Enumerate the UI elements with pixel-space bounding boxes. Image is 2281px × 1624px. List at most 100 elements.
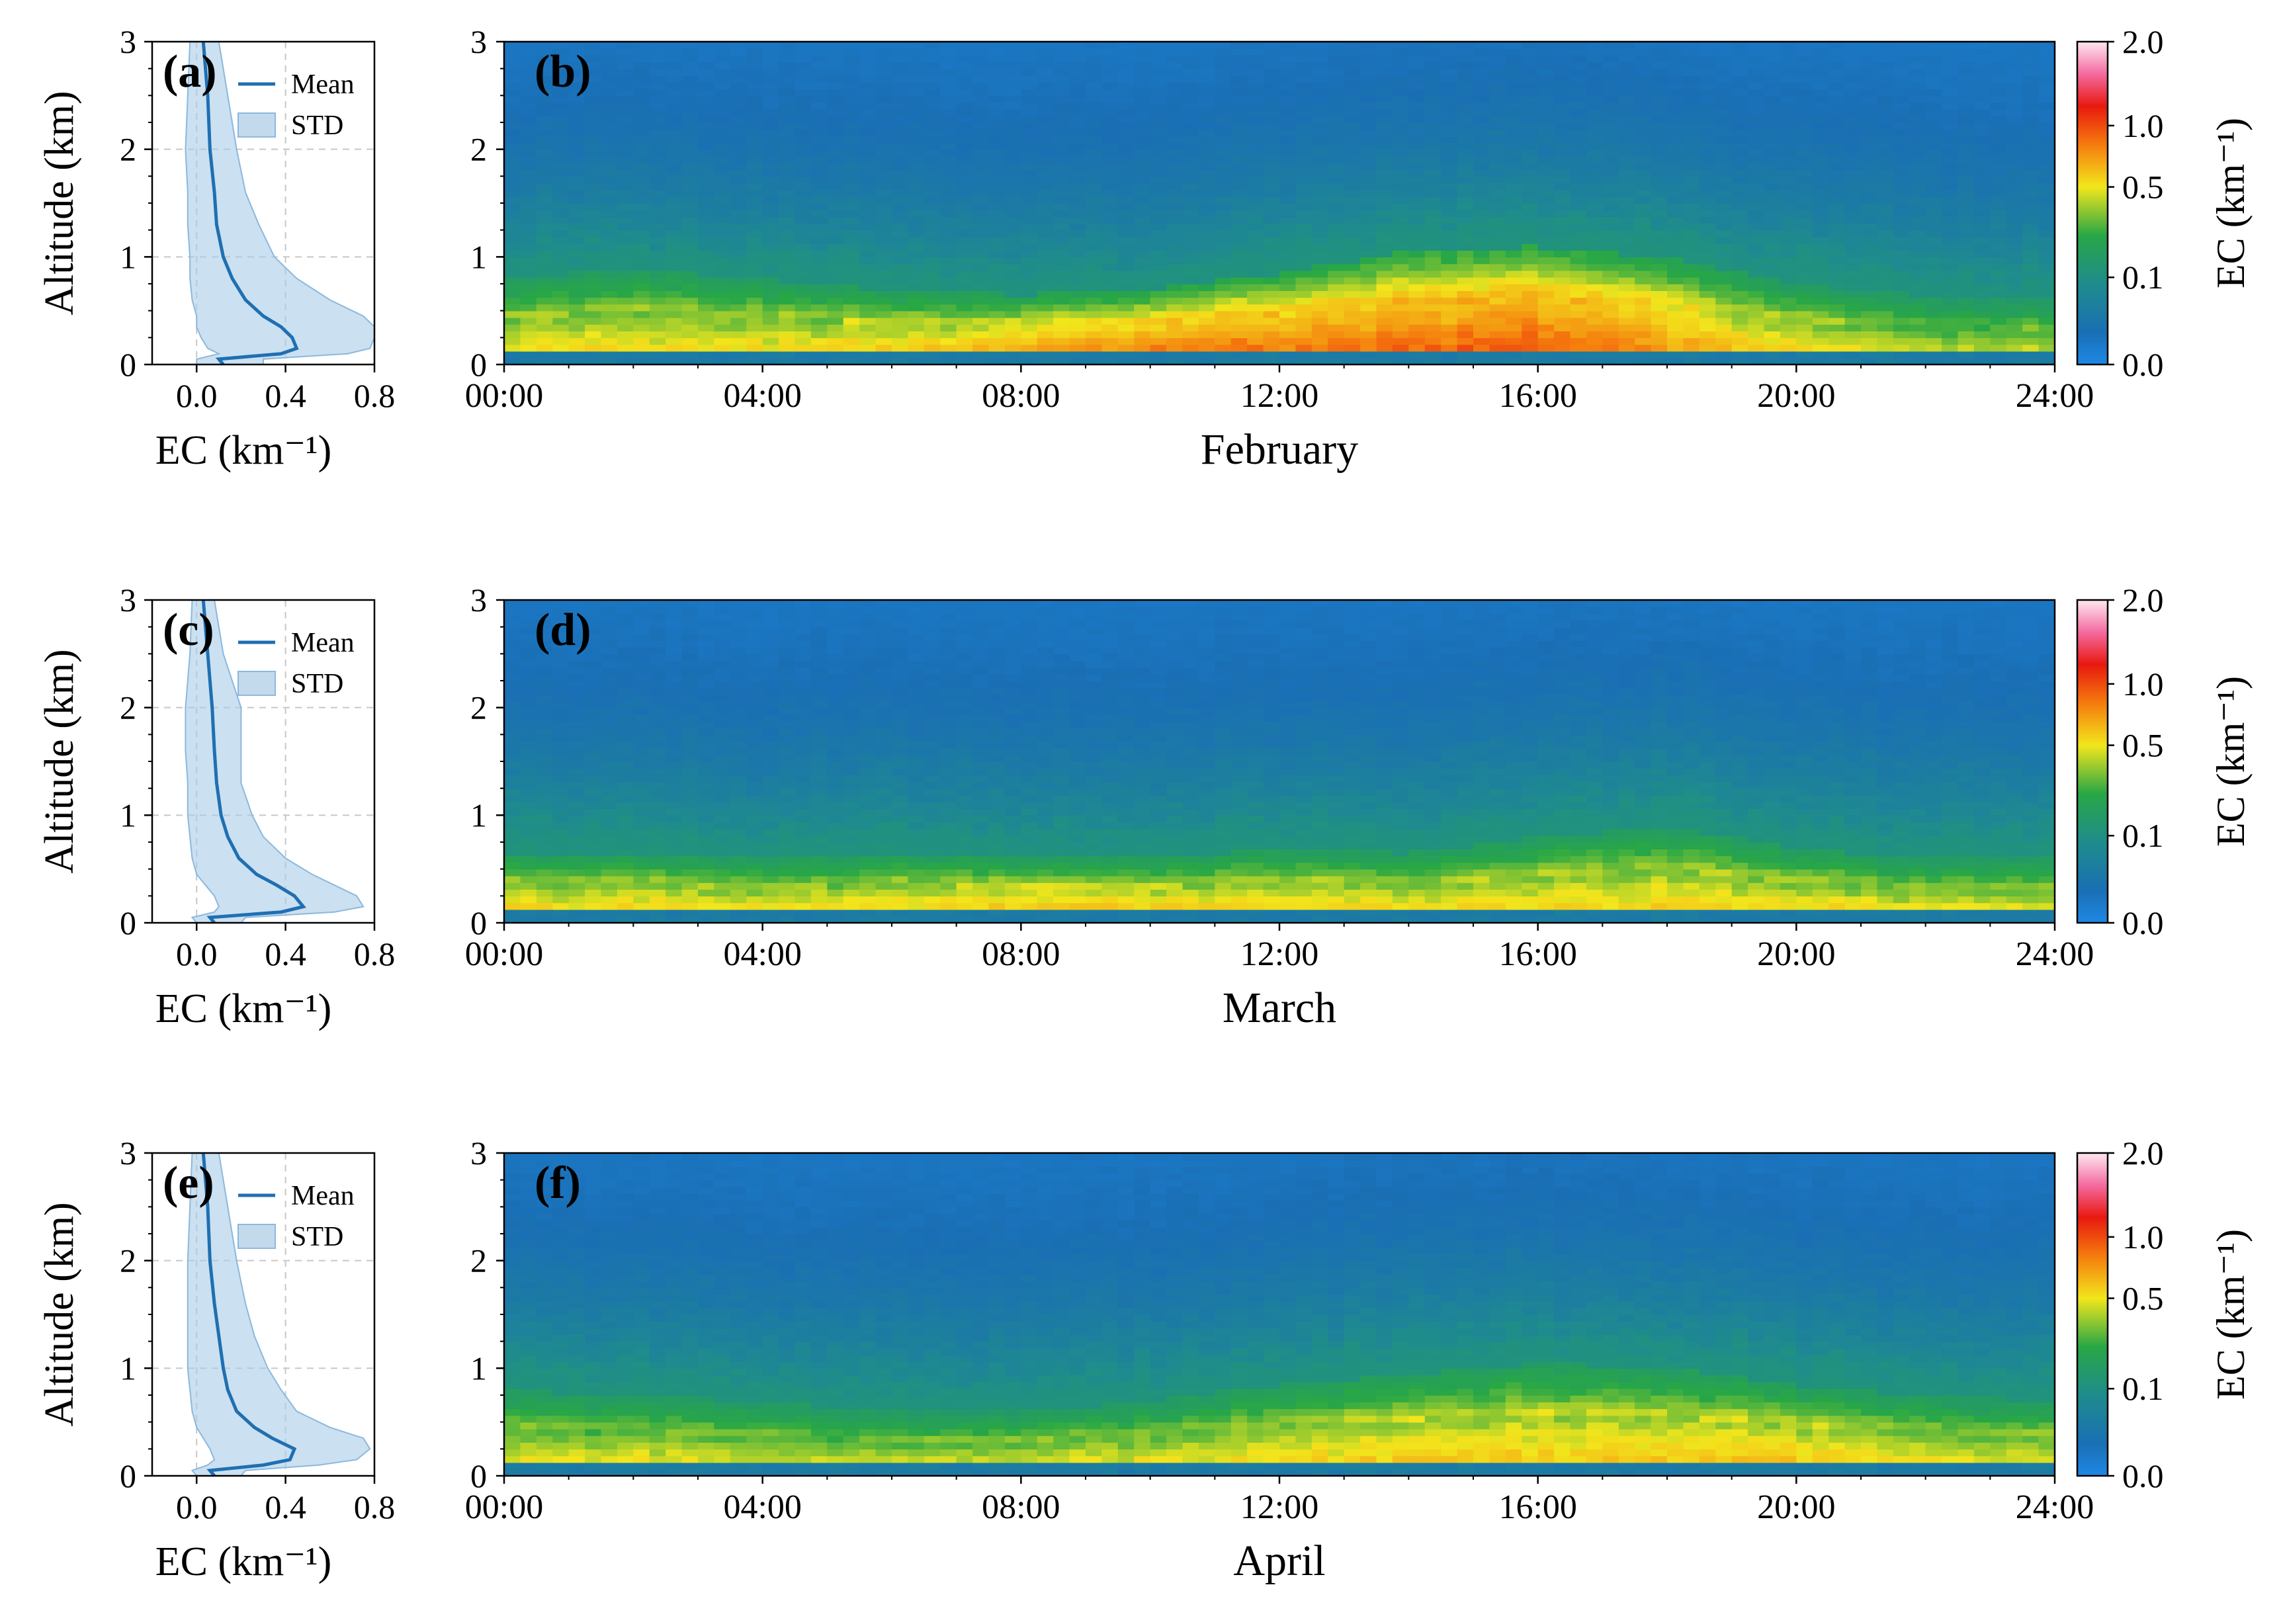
heatmap-cell — [1230, 236, 1248, 244]
heatmap-cell — [698, 317, 715, 325]
heatmap-cell — [714, 331, 731, 339]
heatmap-cell — [633, 223, 650, 231]
heatmap-cell — [714, 108, 731, 116]
heatmap-cell — [779, 115, 796, 123]
heatmap-cell — [1376, 82, 1393, 89]
heatmap-cell — [1893, 216, 1911, 224]
heatmap-cell — [1408, 297, 1426, 305]
heatmap-cell — [1877, 55, 1894, 63]
heatmap-cell — [1263, 189, 1280, 197]
heatmap-cell — [1279, 149, 1297, 157]
heatmap-cell — [1699, 95, 1717, 103]
heatmap-cell — [1004, 223, 1022, 231]
heatmap-cell — [520, 115, 537, 123]
heatmap-cell — [1004, 357, 1022, 365]
heatmap-cell — [1796, 270, 1813, 278]
heatmap-cell — [520, 600, 537, 607]
heatmap-cell — [1166, 357, 1184, 365]
heatmap-cell — [1424, 48, 1442, 56]
heatmap-cell — [843, 102, 860, 110]
heatmap-cell — [940, 55, 957, 63]
heatmap-cell — [1150, 210, 1167, 218]
heatmap-cell — [649, 122, 666, 130]
heatmap-cell — [1942, 203, 1959, 210]
heatmap-cell — [1424, 250, 1442, 258]
heatmap-cell — [552, 775, 570, 783]
heatmap-cell — [1021, 136, 1038, 144]
heatmap-cell — [956, 284, 973, 291]
heatmap-cell — [1635, 284, 1652, 291]
heatmap-cell — [1570, 337, 1587, 345]
heatmap-cell — [1392, 62, 1410, 69]
heatmap-cell — [568, 794, 585, 802]
heatmap-cell — [1441, 196, 1458, 204]
heatmap-cell — [601, 122, 618, 130]
heatmap-cell — [681, 236, 699, 244]
heatmap-cell — [585, 82, 602, 89]
heatmap-cell — [1618, 257, 1635, 265]
heatmap-cell — [1489, 277, 1506, 284]
heatmap-cell — [1731, 95, 1748, 103]
heatmap-cell — [1602, 136, 1619, 144]
heatmap-cell — [972, 297, 990, 305]
heatmap-cell — [1376, 142, 1393, 150]
heatmap-cell — [795, 223, 812, 231]
heatmap-cell — [536, 741, 554, 749]
heatmap-cell — [1215, 357, 1232, 365]
heatmap-cell — [2022, 257, 2040, 265]
heatmap-cell — [1731, 250, 1748, 258]
heatmap-cell — [795, 344, 812, 352]
heatmap-cell — [1586, 257, 1604, 265]
heatmap-cell — [1392, 304, 1410, 312]
heatmap-cell — [1942, 290, 1959, 298]
heatmap-cell — [536, 855, 554, 863]
heatmap-cell — [1311, 169, 1329, 177]
heatmap-cell — [1602, 357, 1619, 365]
heatmap-cell — [940, 95, 957, 103]
heatmap-cell — [714, 142, 731, 150]
heatmap-cell — [1360, 62, 1377, 69]
heatmap-cell — [1925, 236, 1942, 244]
heatmap-cell — [924, 163, 941, 170]
heatmap-cell — [552, 344, 570, 352]
heatmap-cell — [1101, 176, 1119, 184]
heatmap-cell — [1344, 210, 1361, 218]
heatmap-cell — [1844, 149, 1862, 157]
heatmap-cell — [859, 317, 877, 325]
heatmap-cell — [552, 236, 570, 244]
heatmap-cell — [1829, 169, 1846, 177]
heatmap-cell — [1973, 304, 1991, 312]
heatmap-cell — [1279, 216, 1297, 224]
heatmap-cell — [601, 263, 618, 271]
heatmap-cell — [504, 129, 521, 137]
heatmap-cell — [1683, 230, 1700, 237]
heatmap-cell — [1424, 196, 1442, 204]
heatmap-cell — [585, 142, 602, 150]
heatmap-cell — [1586, 68, 1604, 76]
heatmap-cell — [875, 149, 892, 157]
heatmap-cell — [666, 183, 683, 191]
heatmap-cell — [746, 203, 763, 210]
heatmap-cell — [666, 115, 683, 123]
heatmap-cell — [1958, 183, 1975, 191]
heatmap-cell — [1150, 357, 1167, 365]
heatmap-cell — [1651, 82, 1668, 89]
profile-xlabel: EC (km⁻¹) — [155, 428, 332, 473]
heatmap-cell — [1764, 270, 1781, 278]
heatmap-cell — [779, 263, 796, 271]
heatmap-cell — [1457, 62, 1474, 69]
heatmap-cell — [1764, 304, 1781, 312]
heatmap-cell — [1812, 203, 1829, 210]
heatmap-cell — [1764, 183, 1781, 191]
heatmap-cell — [762, 48, 779, 56]
heatmap-cell — [1295, 277, 1313, 284]
heatmap-cell — [1505, 223, 1523, 231]
heatmap-cell — [504, 176, 521, 184]
heatmap-cell — [1230, 210, 1248, 218]
heatmap-cell — [1053, 223, 1070, 231]
heatmap-cell — [1877, 95, 1894, 103]
heatmap-cell — [1602, 129, 1619, 137]
heatmap-cell — [1570, 324, 1587, 331]
heatmap-cell — [1441, 189, 1458, 197]
heatmap-cell — [1651, 304, 1668, 312]
